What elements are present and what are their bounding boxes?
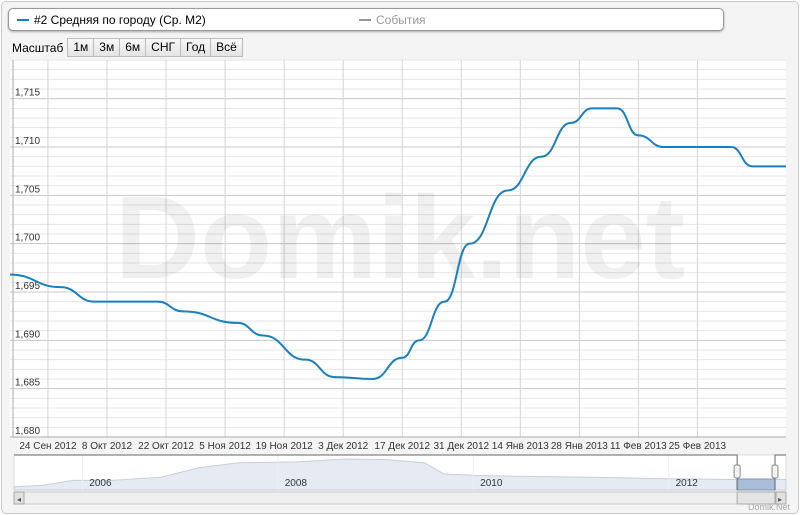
- series-line-icon: [17, 19, 29, 21]
- plot-background: [10, 60, 786, 437]
- arrow-left-icon: ◂: [17, 495, 21, 504]
- zoom-label: Масштаб: [12, 40, 64, 55]
- legend-events-label: События: [376, 13, 426, 27]
- series-line: [9, 107, 786, 381]
- zoom-ytd-button[interactable]: СНГ: [145, 38, 181, 57]
- navigator-selection[interactable]: [736, 478, 776, 491]
- x-tick-label: 17 Дек 2012: [374, 441, 430, 452]
- navigator-handle-left[interactable]: [733, 464, 741, 479]
- x-tick-label: 5 Ноя 2012: [199, 441, 251, 452]
- x-tick-label: 24 Сен 2012: [19, 441, 77, 452]
- navigator-year-label: 2008: [285, 478, 308, 489]
- navigator-year-label: 2010: [480, 478, 503, 489]
- legend-series-label: #2 Средняя по городу (Ср. М2): [34, 13, 206, 27]
- x-tick-label: 3 Дек 2012: [318, 441, 369, 452]
- y-tick-label: 1,705: [15, 184, 40, 195]
- scroll-left-button[interactable]: [13, 491, 25, 505]
- scrollbar-track[interactable]: [13, 491, 787, 505]
- navigator-year-label: 2006: [89, 478, 112, 489]
- x-tick-label: 11 Фев 2013: [610, 441, 667, 452]
- zoom-3m-button[interactable]: 3м: [93, 38, 121, 57]
- credit-text: Domik.Net: [748, 502, 791, 512]
- y-tick-label: 1,700: [15, 233, 40, 244]
- arrow-right-icon: ▸: [778, 495, 782, 504]
- zoom-all-button[interactable]: Всё: [210, 38, 243, 57]
- y-tick-label: 1,715: [15, 88, 40, 99]
- y-tick-label: 1,710: [15, 136, 40, 147]
- navigator-year-label: 2012: [676, 478, 699, 489]
- navigator-series: [13, 458, 787, 491]
- x-tick-label: 19 Ноя 2012: [256, 441, 314, 452]
- y-tick-label: 1,695: [15, 281, 40, 292]
- legend-item-series[interactable]: #2 Средняя по городу (Ср. М2): [17, 13, 206, 27]
- x-tick-label: 14 Янв 2013: [492, 441, 549, 452]
- scroll-right-button[interactable]: [775, 491, 787, 505]
- legend: #2 Средняя по городу (Ср. М2) События: [8, 8, 724, 31]
- navigator-handle-right[interactable]: [771, 464, 779, 479]
- watermark: Domik.net: [115, 172, 685, 304]
- y-tick-label: 1,680: [15, 426, 40, 437]
- y-tick-label: 1,685: [15, 378, 40, 389]
- x-tick-label: 8 Окт 2012: [82, 441, 133, 452]
- x-tick-label: 28 Янв 2013: [551, 441, 608, 452]
- events-line-icon: [359, 19, 371, 21]
- y-tick-label: 1,690: [15, 329, 40, 340]
- scrollbar-thumb[interactable]: [736, 491, 776, 505]
- x-tick-label: 25 Фев 2013: [669, 441, 727, 452]
- zoom-1m-button[interactable]: 1м: [67, 38, 95, 57]
- legend-item-events[interactable]: События: [359, 13, 426, 27]
- zoom-bar: Масштаб 1м 3м 6м СНГ Год Всё: [12, 38, 243, 57]
- zoom-1y-button[interactable]: Год: [180, 38, 212, 57]
- x-tick-label: 31 Дек 2012: [433, 441, 489, 452]
- x-tick-label: 22 Окт 2012: [138, 441, 194, 452]
